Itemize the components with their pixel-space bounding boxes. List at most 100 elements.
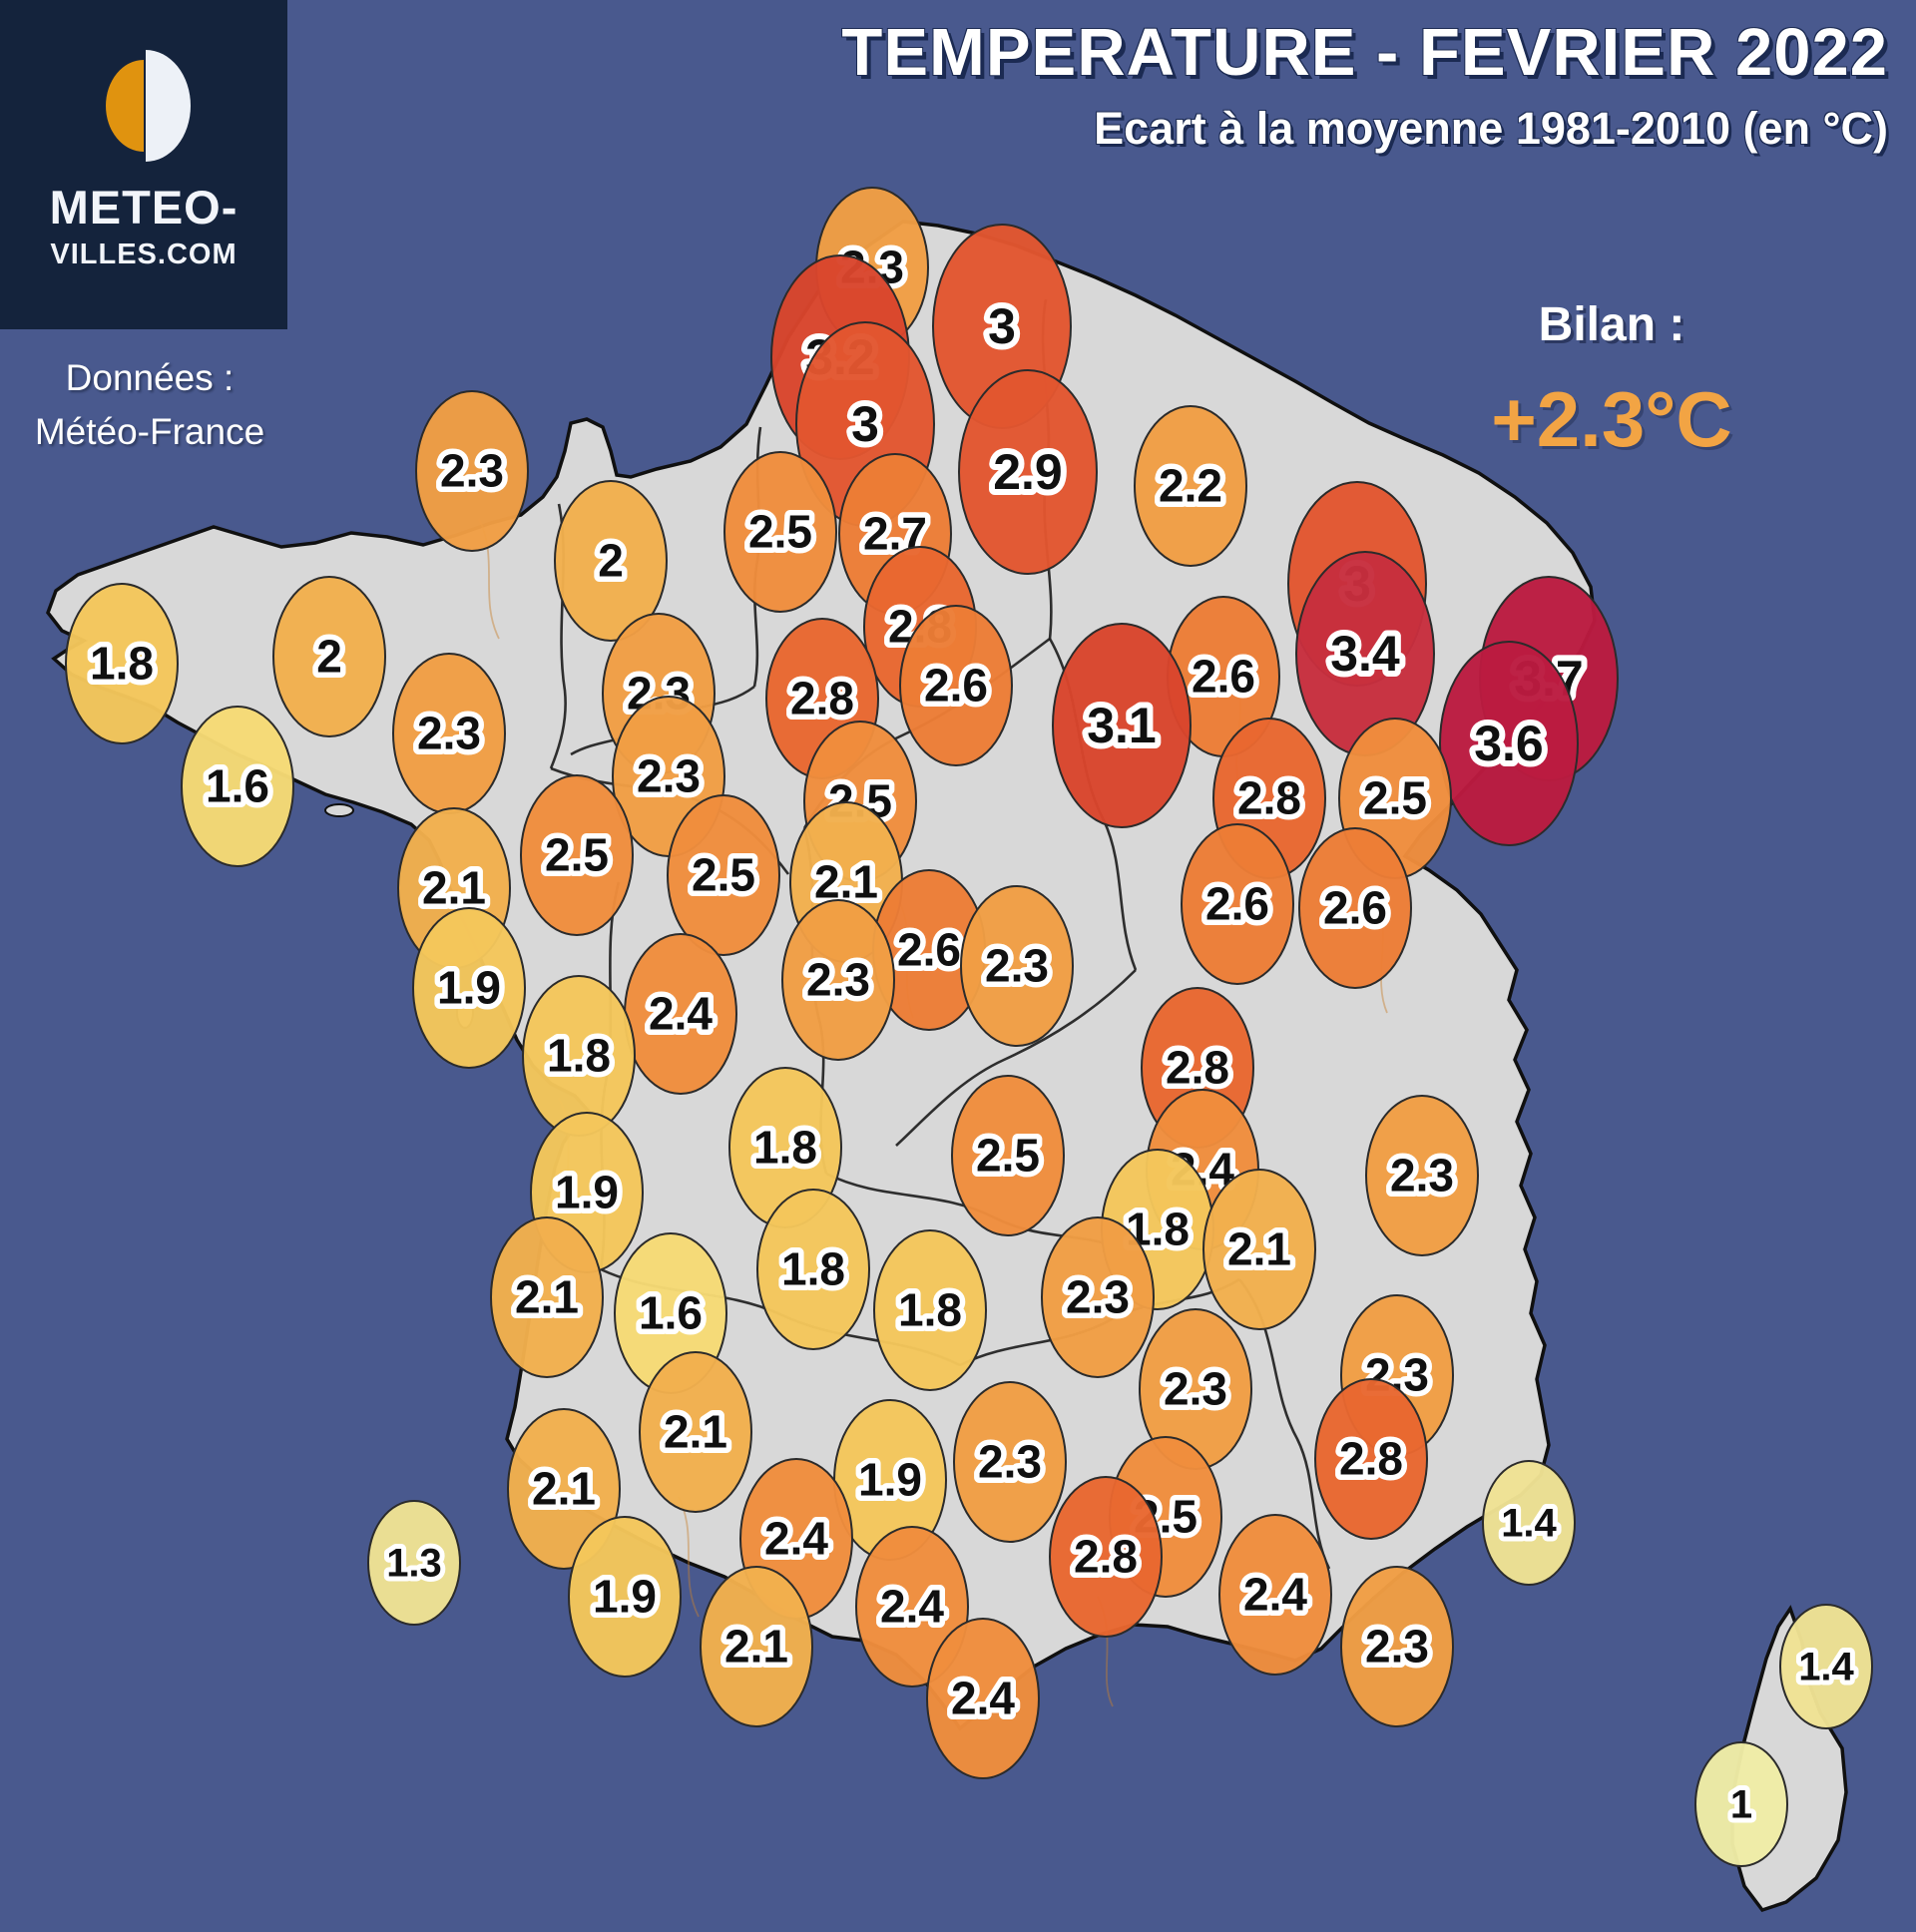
temp-bubble-value: 2.3 [1365,1621,1429,1673]
temp-bubble [554,480,668,642]
temp-bubble-value: 1.8 [547,1030,611,1082]
temperature-bubbles: 2.333.232.92.22.32.52.7232.83.43.72.621.… [65,187,1873,1867]
temp-bubble [899,605,1013,766]
temp-bubble [1181,823,1294,985]
temp-bubble-value: 2.3 [417,708,481,759]
temp-bubble-value: 1.8 [781,1243,845,1295]
temp-bubble-value: 1.8 [753,1122,817,1174]
temp-bubble [1314,1378,1428,1540]
temp-bubble [1041,1216,1155,1378]
temp-bubble-value: 3.6 [1474,716,1544,771]
temp-bubble [1134,405,1247,567]
temp-bubble-value: 2.6 [1323,882,1387,934]
page-title: TEMPERATURE - FEVRIER 2022 [841,15,1888,90]
temp-bubble-value: 2.8 [1237,772,1301,824]
temp-bubble [639,1351,752,1513]
temp-bubble [960,885,1074,1047]
temp-bubble-value: 2.6 [1192,651,1255,703]
temp-bubble-value: 1.8 [90,638,154,690]
temp-bubble [520,774,634,936]
logo-title: METEO- [49,181,239,234]
temp-bubble-value: 2.5 [545,829,609,881]
temp-bubble-value: 2.1 [1227,1223,1291,1275]
temp-bubble [1439,641,1579,846]
temp-bubble-value: 1 [1730,1783,1752,1827]
temp-bubble-value: 2.3 [1390,1150,1454,1202]
temp-bubble [490,1216,604,1378]
temp-bubble-value: 2.4 [764,1513,828,1565]
page-subtitle: Ecart à la moyenne 1981-2010 (en °C) [1094,103,1888,154]
temp-bubble-value: 2.3 [1164,1363,1227,1415]
temp-bubble-value: 2.5 [976,1130,1040,1182]
temp-bubble [65,583,179,744]
temp-bubble-value: 1.9 [858,1454,922,1506]
temp-bubble [781,899,895,1061]
temp-bubble [667,794,780,956]
temp-bubble-value: 2.1 [664,1406,727,1458]
temp-bubble [1202,1169,1316,1330]
temp-bubble [412,907,526,1069]
temp-bubble-value: 2.4 [880,1581,944,1633]
temp-bubble-value: 2.1 [515,1271,579,1323]
temp-bubble [507,1408,621,1570]
temp-bubble-value: 2.6 [897,924,961,976]
temp-bubble-value: 2.9 [993,444,1063,500]
temp-bubble [700,1566,813,1727]
temp-bubble [756,1189,870,1350]
temp-bubble [873,1229,987,1391]
temp-bubble-value: 2.1 [532,1463,596,1515]
temp-bubble-value: 1.6 [639,1287,703,1339]
temp-bubble-value: 1.6 [206,760,269,812]
temp-bubble-value: 2.5 [1363,772,1427,824]
logo-subtitle: VILLES.COM [50,239,238,270]
temp-bubble-value: 2.2 [1159,460,1222,512]
temp-bubble [1694,1741,1788,1867]
temp-bubble-value: 2.3 [637,750,701,802]
temp-bubble [1049,1476,1163,1638]
temp-bubble [723,451,837,613]
temp-bubble-value: 2.8 [1074,1531,1138,1583]
logo-half-orange [106,60,144,152]
temp-bubble [1340,1566,1454,1727]
temp-bubble-value: 2.8 [1339,1433,1403,1485]
temp-bubble-value: 2.3 [440,445,504,497]
temp-bubble-value: 2.3 [978,1436,1042,1488]
temp-bubble-value: 1.4 [1798,1646,1854,1690]
temp-bubble-value: 2.5 [692,849,755,901]
bilan-block: Bilan : +2.3°C [1452,297,1771,465]
data-source-line1: Données : [65,357,235,398]
temp-bubble-value: 1.3 [386,1542,442,1586]
temp-bubble [958,369,1098,575]
temp-bubble-value: 1.9 [437,962,501,1014]
bilan-value: +2.3°C [1491,375,1732,463]
temp-bubble-value: 2.3 [806,954,870,1006]
temp-bubble-value: 1.9 [593,1571,657,1623]
temp-bubble [1779,1604,1873,1729]
temp-bubble-value: 3 [851,396,879,452]
data-source: Données : Météo-France [0,351,299,458]
data-source-line2: Météo-France [34,410,265,452]
temp-bubble-value: 2 [598,535,624,587]
temp-bubble [1052,623,1192,828]
temp-bubble-value: 3.1 [1087,698,1157,753]
temp-bubble [415,390,529,552]
temp-bubble-value: 2.6 [1205,878,1269,930]
temp-bubble-value: 2.4 [951,1673,1015,1724]
temp-bubble-value: 1.4 [1501,1502,1557,1546]
bilan-label: Bilan : [1538,298,1685,351]
meteo-villes-logo-icon [106,50,191,162]
temp-bubble [272,576,386,737]
temp-bubble [1482,1460,1576,1586]
temp-bubble [1365,1095,1479,1256]
temp-bubble-value: 2.6 [924,660,988,712]
temp-bubble-value: 2.1 [724,1621,788,1673]
temp-bubble-value: 2 [316,631,342,683]
logo-half-white [146,50,191,162]
logo-panel: METEO- VILLES.COM [0,0,287,329]
temp-bubble [1298,827,1412,989]
temp-bubble [181,706,294,867]
temp-bubble [926,1618,1040,1779]
temp-bubble-value: 2.5 [748,506,812,558]
temp-bubble [1218,1514,1332,1676]
